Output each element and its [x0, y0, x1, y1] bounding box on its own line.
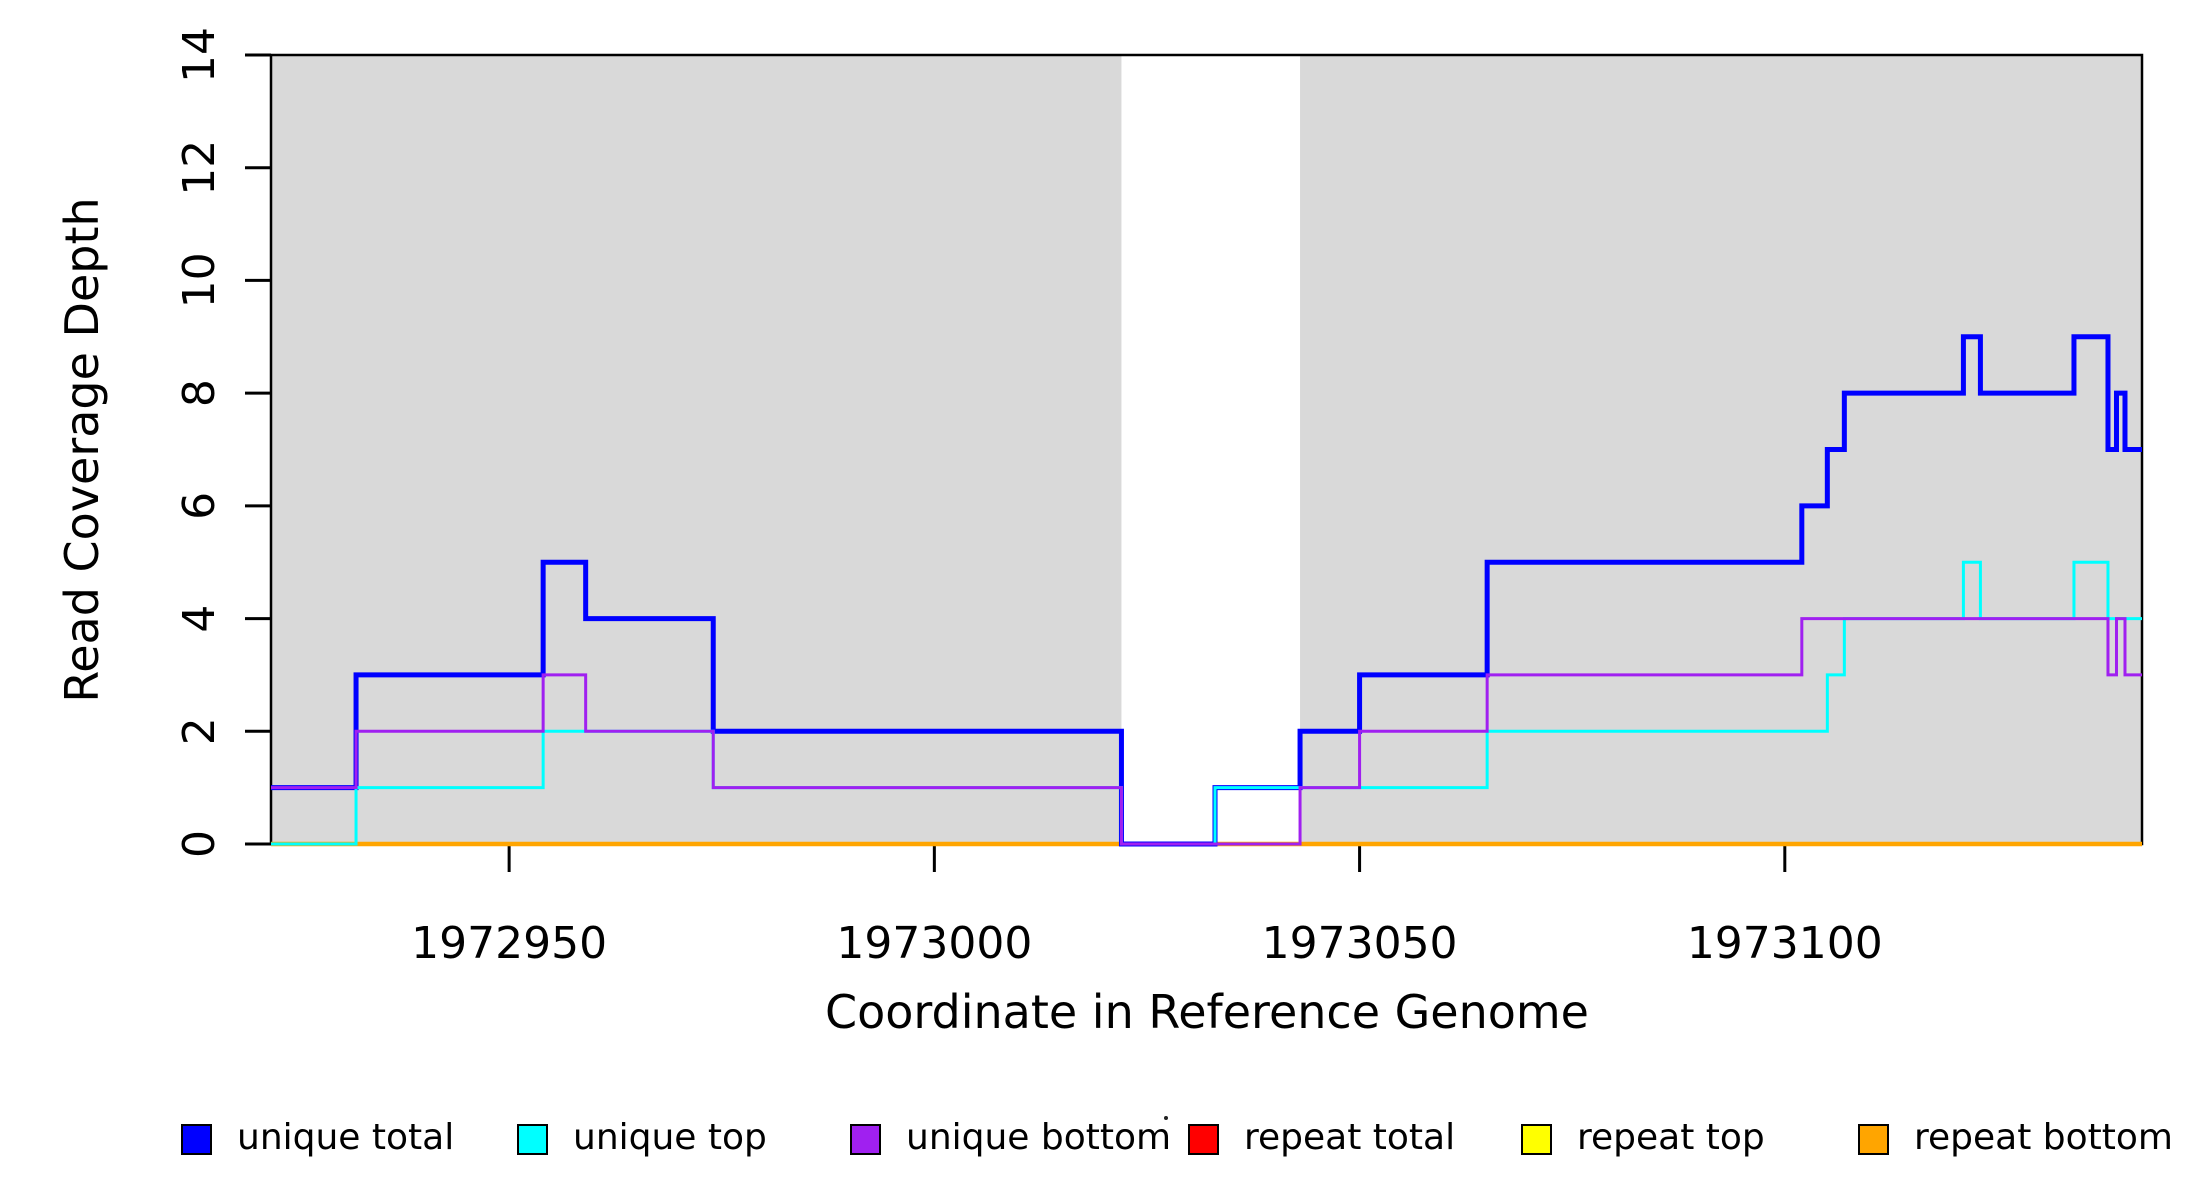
legend-label-repeat-top: repeat top: [1577, 1117, 1765, 1158]
series-unique-bottom: [271, 617, 2142, 846]
y-tick-label: 10: [174, 252, 225, 308]
stray-mark: [1164, 1116, 1168, 1120]
legend-label-repeat-bottom: repeat bottom: [1914, 1117, 2173, 1158]
legend-label-unique-total: unique total: [237, 1117, 455, 1158]
y-tick-label: 6: [174, 492, 225, 520]
legend-label-unique-top: unique top: [573, 1117, 767, 1158]
legend-label-unique-bottom: unique bottom: [906, 1117, 1172, 1158]
y-axis-title: Read Coverage Depth: [55, 197, 109, 703]
legend-swatch-repeat-top: [1521, 1124, 1552, 1155]
y-tick-label: 14: [174, 27, 225, 83]
x-axis-title: Coordinate in Reference Genome: [825, 985, 1589, 1039]
x-tick-label: 1973100: [1687, 918, 1883, 969]
y-tick-label: 2: [174, 717, 225, 745]
legend-label-repeat-total: repeat total: [1244, 1117, 1456, 1158]
legend-swatch-repeat-total: [1188, 1124, 1219, 1155]
aligned-block-2: [1300, 55, 2142, 844]
y-tick-label: 0: [174, 830, 225, 858]
legend-swatch-unique-top: [517, 1124, 548, 1155]
legend-swatch-unique-bottom: [850, 1124, 881, 1155]
legend-swatch-repeat-bottom: [1858, 1124, 1889, 1155]
y-tick-label: 8: [174, 379, 225, 407]
x-tick-label: 1972950: [411, 918, 607, 969]
legend-swatch-unique-total: [181, 1124, 212, 1155]
series-unique-total: [271, 334, 2142, 847]
y-tick-label: 12: [174, 140, 225, 196]
y-tick-label: 4: [174, 605, 225, 633]
x-tick-label: 1973000: [836, 918, 1032, 969]
aligned-block-1: [271, 55, 1122, 844]
x-tick-label: 1973050: [1262, 918, 1458, 969]
